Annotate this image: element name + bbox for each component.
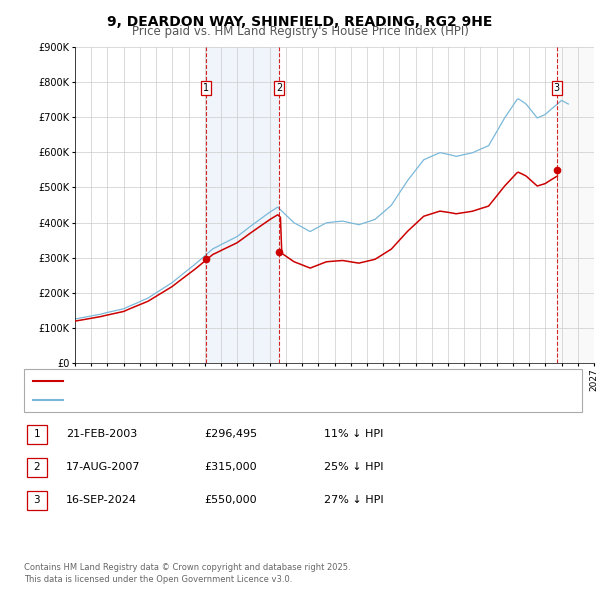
Text: 25% ↓ HPI: 25% ↓ HPI [324,463,383,472]
Text: Contains HM Land Registry data © Crown copyright and database right 2025.
This d: Contains HM Land Registry data © Crown c… [24,563,350,584]
Text: 1: 1 [203,83,209,93]
Bar [557,47,594,363]
Bar [207,47,280,363]
Text: 2: 2 [34,463,40,472]
Text: 3: 3 [554,83,560,93]
Text: 17-AUG-2007: 17-AUG-2007 [66,463,140,472]
Text: Price paid vs. HM Land Registry's House Price Index (HPI): Price paid vs. HM Land Registry's House … [131,25,469,38]
Text: HPI: Average price, detached house, Wokingham: HPI: Average price, detached house, Woki… [67,395,322,405]
Text: 1: 1 [34,430,40,439]
Text: 27% ↓ HPI: 27% ↓ HPI [324,496,383,505]
Text: £296,495: £296,495 [204,430,257,439]
Text: 9, DEARDON WAY, SHINFIELD, READING, RG2 9HE (detached house): 9, DEARDON WAY, SHINFIELD, READING, RG2 … [67,376,421,386]
Text: £550,000: £550,000 [204,496,257,505]
Text: 9, DEARDON WAY, SHINFIELD, READING, RG2 9HE: 9, DEARDON WAY, SHINFIELD, READING, RG2 … [107,15,493,29]
Text: 11% ↓ HPI: 11% ↓ HPI [324,430,383,439]
Text: 16-SEP-2024: 16-SEP-2024 [66,496,137,505]
Text: £315,000: £315,000 [204,463,257,472]
Text: 21-FEB-2003: 21-FEB-2003 [66,430,137,439]
Text: 2: 2 [276,83,282,93]
Text: 3: 3 [34,496,40,505]
